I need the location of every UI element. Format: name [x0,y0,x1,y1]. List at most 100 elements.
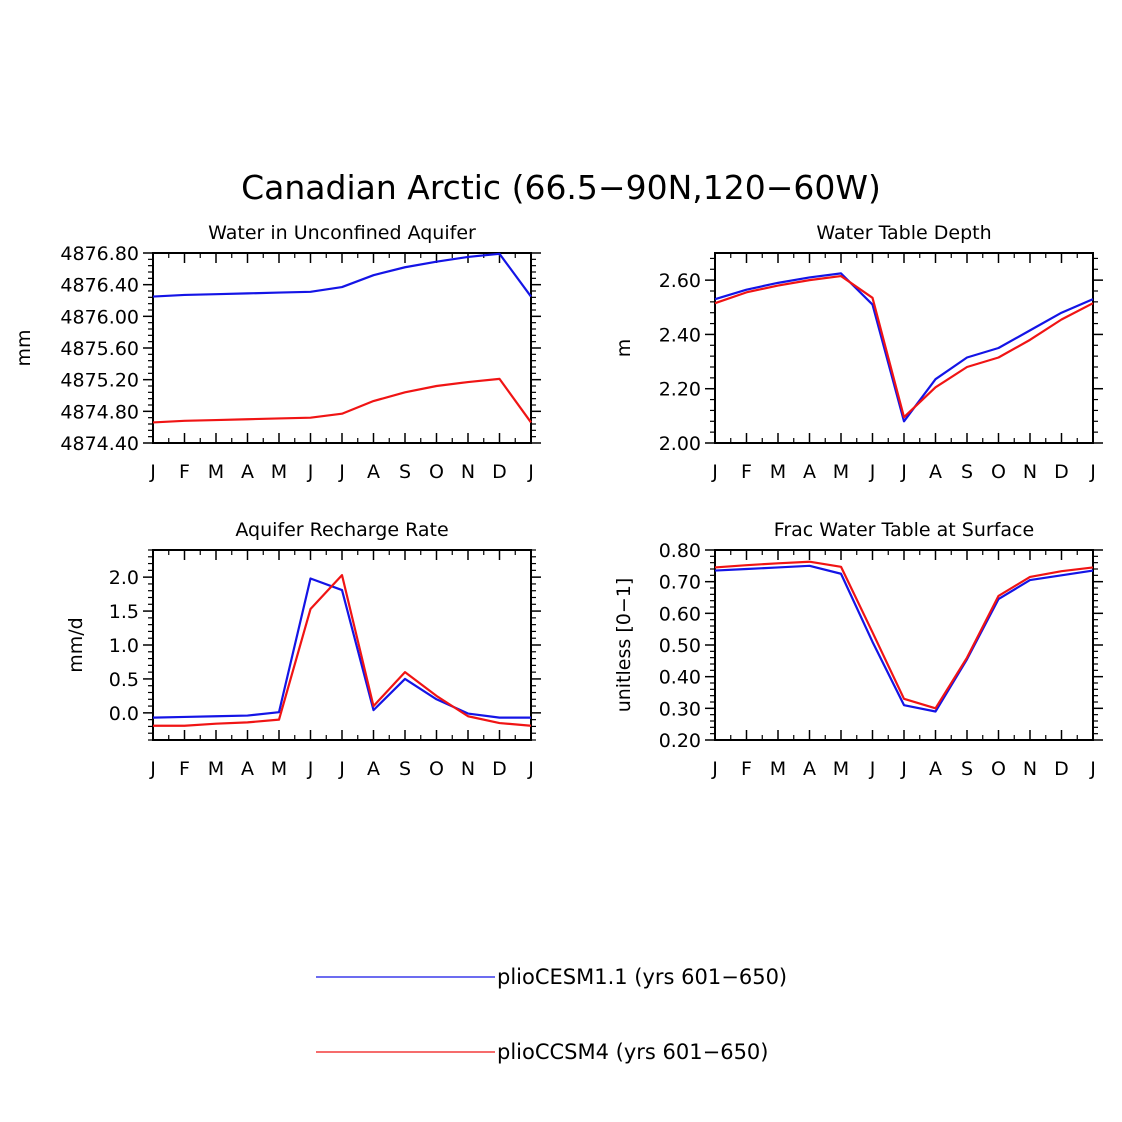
y-axis-label: unitless [0−1] [613,578,635,713]
y-tick-label: 4874.80 [60,401,139,423]
x-tick-label: A [241,461,254,483]
x-tick-label: A [929,461,942,483]
series-line-cesm [152,252,532,298]
x-tick-label: J [869,758,876,780]
x-tick-label: O [429,758,444,780]
x-tick-label: J [711,758,718,780]
series-line-cesm [714,272,1094,423]
x-tick-label: J [900,758,907,780]
x-tick-label: S [961,758,973,780]
x-tick-label: O [429,461,444,483]
x-tick-label: J [149,461,156,483]
x-tick-label: D [492,461,507,483]
x-tick-label: D [492,758,507,780]
x-tick-label: S [961,461,973,483]
y-axis-label: m [613,339,635,358]
y-tick-label: 4876.80 [60,243,139,265]
legend-label-cesm: plioCESM1.1 (yrs 601−650) [497,965,787,989]
x-tick-label: J [1089,461,1096,483]
y-tick-label: 0.60 [659,603,701,625]
x-tick-label: A [367,461,380,483]
series-line-ccsm4 [152,377,532,424]
x-tick-label: M [208,461,224,483]
x-tick-label: A [241,758,254,780]
y-tick-label: 0.30 [659,698,701,720]
y-axis-label: mm [13,329,35,366]
y-tick-label: 0.0 [109,703,139,725]
panel-title: Frac Water Table at Surface [774,519,1034,541]
y-tick-label: 2.20 [659,379,701,401]
x-tick-label: M [833,758,849,780]
series-line-ccsm4 [153,574,532,727]
x-tick-label: F [741,758,752,780]
x-tick-label: A [929,758,942,780]
y-tick-label: 2.40 [659,324,701,346]
series-line-cesm [152,577,531,719]
panel-title: Aquifer Recharge Rate [235,519,448,541]
x-tick-label: F [741,461,752,483]
x-tick-label: M [208,758,224,780]
series-line-cesm [714,564,1094,713]
x-tick-label: A [803,461,816,483]
legend: plioCESM1.1 (yrs 601−650) plioCCSM4 (yrs… [316,965,787,1064]
x-tick-label: O [991,461,1006,483]
chart-panel-1: J F M A M J J A S O N D J4874.404874.804875.204875.6… [13,222,541,483]
y-tick-label: 4875.20 [60,370,139,392]
y-tick-label: 2.0 [109,567,139,589]
x-tick-label: S [399,461,411,483]
x-tick-label: N [1023,461,1037,483]
x-tick-label: A [367,758,380,780]
y-tick-label: 0.5 [109,669,139,691]
legend-label-ccsm4: plioCCSM4 (yrs 601−650) [497,1040,768,1064]
x-tick-label: M [770,461,786,483]
panel-title: Water in Unconfined Aquifer [208,222,476,244]
figure-title: Canadian Arctic (66.5−90N,120−60W) [241,168,881,207]
y-tick-label: 2.60 [659,270,701,292]
y-tick-label: 1.5 [109,601,139,623]
x-tick-label: F [179,758,190,780]
x-tick-label: M [271,461,287,483]
y-tick-label: 4876.40 [60,275,139,297]
x-tick-label: J [869,461,876,483]
x-tick-label: N [1023,758,1037,780]
chart-panel-4: J F M A M J J A S O N D J0.200.300.400.500.600.700.8… [613,519,1103,780]
x-tick-label: F [179,461,190,483]
x-tick-label: J [307,758,314,780]
x-tick-label: J [527,461,534,483]
x-tick-label: A [803,758,816,780]
panels: J F M A M J J A S O N D J4874.404874.804875.204875.6… [13,222,1103,780]
x-tick-label: M [271,758,287,780]
x-tick-label: D [1054,461,1069,483]
y-tick-label: 1.0 [109,635,139,657]
x-tick-label: N [461,758,475,780]
series-line-ccsm4 [714,274,1094,419]
x-tick-label: J [1089,758,1096,780]
y-tick-label: 0.70 [659,572,701,594]
y-tick-label: 2.00 [659,433,701,455]
y-tick-label: 0.50 [659,635,701,657]
x-tick-label: S [399,758,411,780]
x-tick-label: J [307,461,314,483]
y-tick-label: 4874.40 [60,433,139,455]
y-axis-label: mm/d [65,617,87,672]
y-tick-label: 0.20 [659,730,701,752]
y-tick-label: 4875.60 [60,338,139,360]
x-tick-label: J [338,758,345,780]
x-tick-label: O [991,758,1006,780]
x-tick-label: N [461,461,475,483]
x-tick-label: M [833,461,849,483]
y-tick-label: 4876.00 [60,306,139,328]
x-tick-label: M [770,758,786,780]
x-tick-label: J [900,461,907,483]
x-tick-label: J [149,758,156,780]
y-tick-label: 0.40 [659,667,701,689]
x-tick-label: J [711,461,718,483]
x-tick-label: J [338,461,345,483]
x-tick-label: J [527,758,534,780]
panel-title: Water Table Depth [816,222,991,244]
series-line-ccsm4 [714,560,1094,710]
y-tick-label: 0.80 [659,540,701,562]
